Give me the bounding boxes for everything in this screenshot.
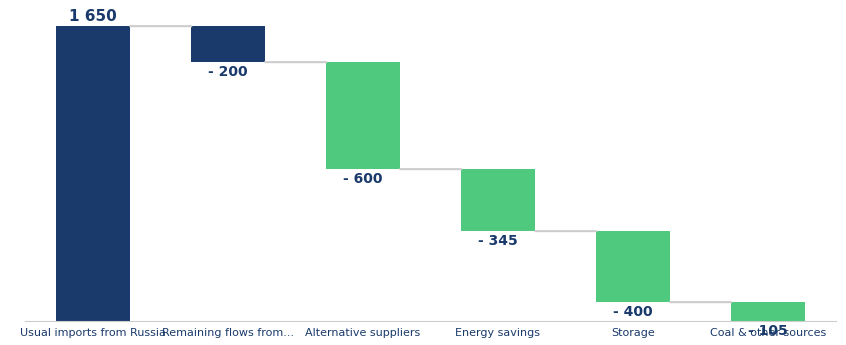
Bar: [731, 302, 805, 321]
Bar: [461, 169, 535, 231]
Bar: [326, 62, 400, 169]
Bar: [596, 231, 670, 302]
Text: - 600: - 600: [343, 172, 382, 186]
Bar: [56, 26, 130, 321]
Text: 1 650: 1 650: [69, 9, 117, 24]
Text: - 400: - 400: [613, 305, 653, 319]
Text: - 200: - 200: [208, 65, 248, 79]
Bar: [190, 26, 265, 62]
Text: - 105: - 105: [748, 324, 788, 338]
Text: - 345: - 345: [478, 234, 518, 247]
